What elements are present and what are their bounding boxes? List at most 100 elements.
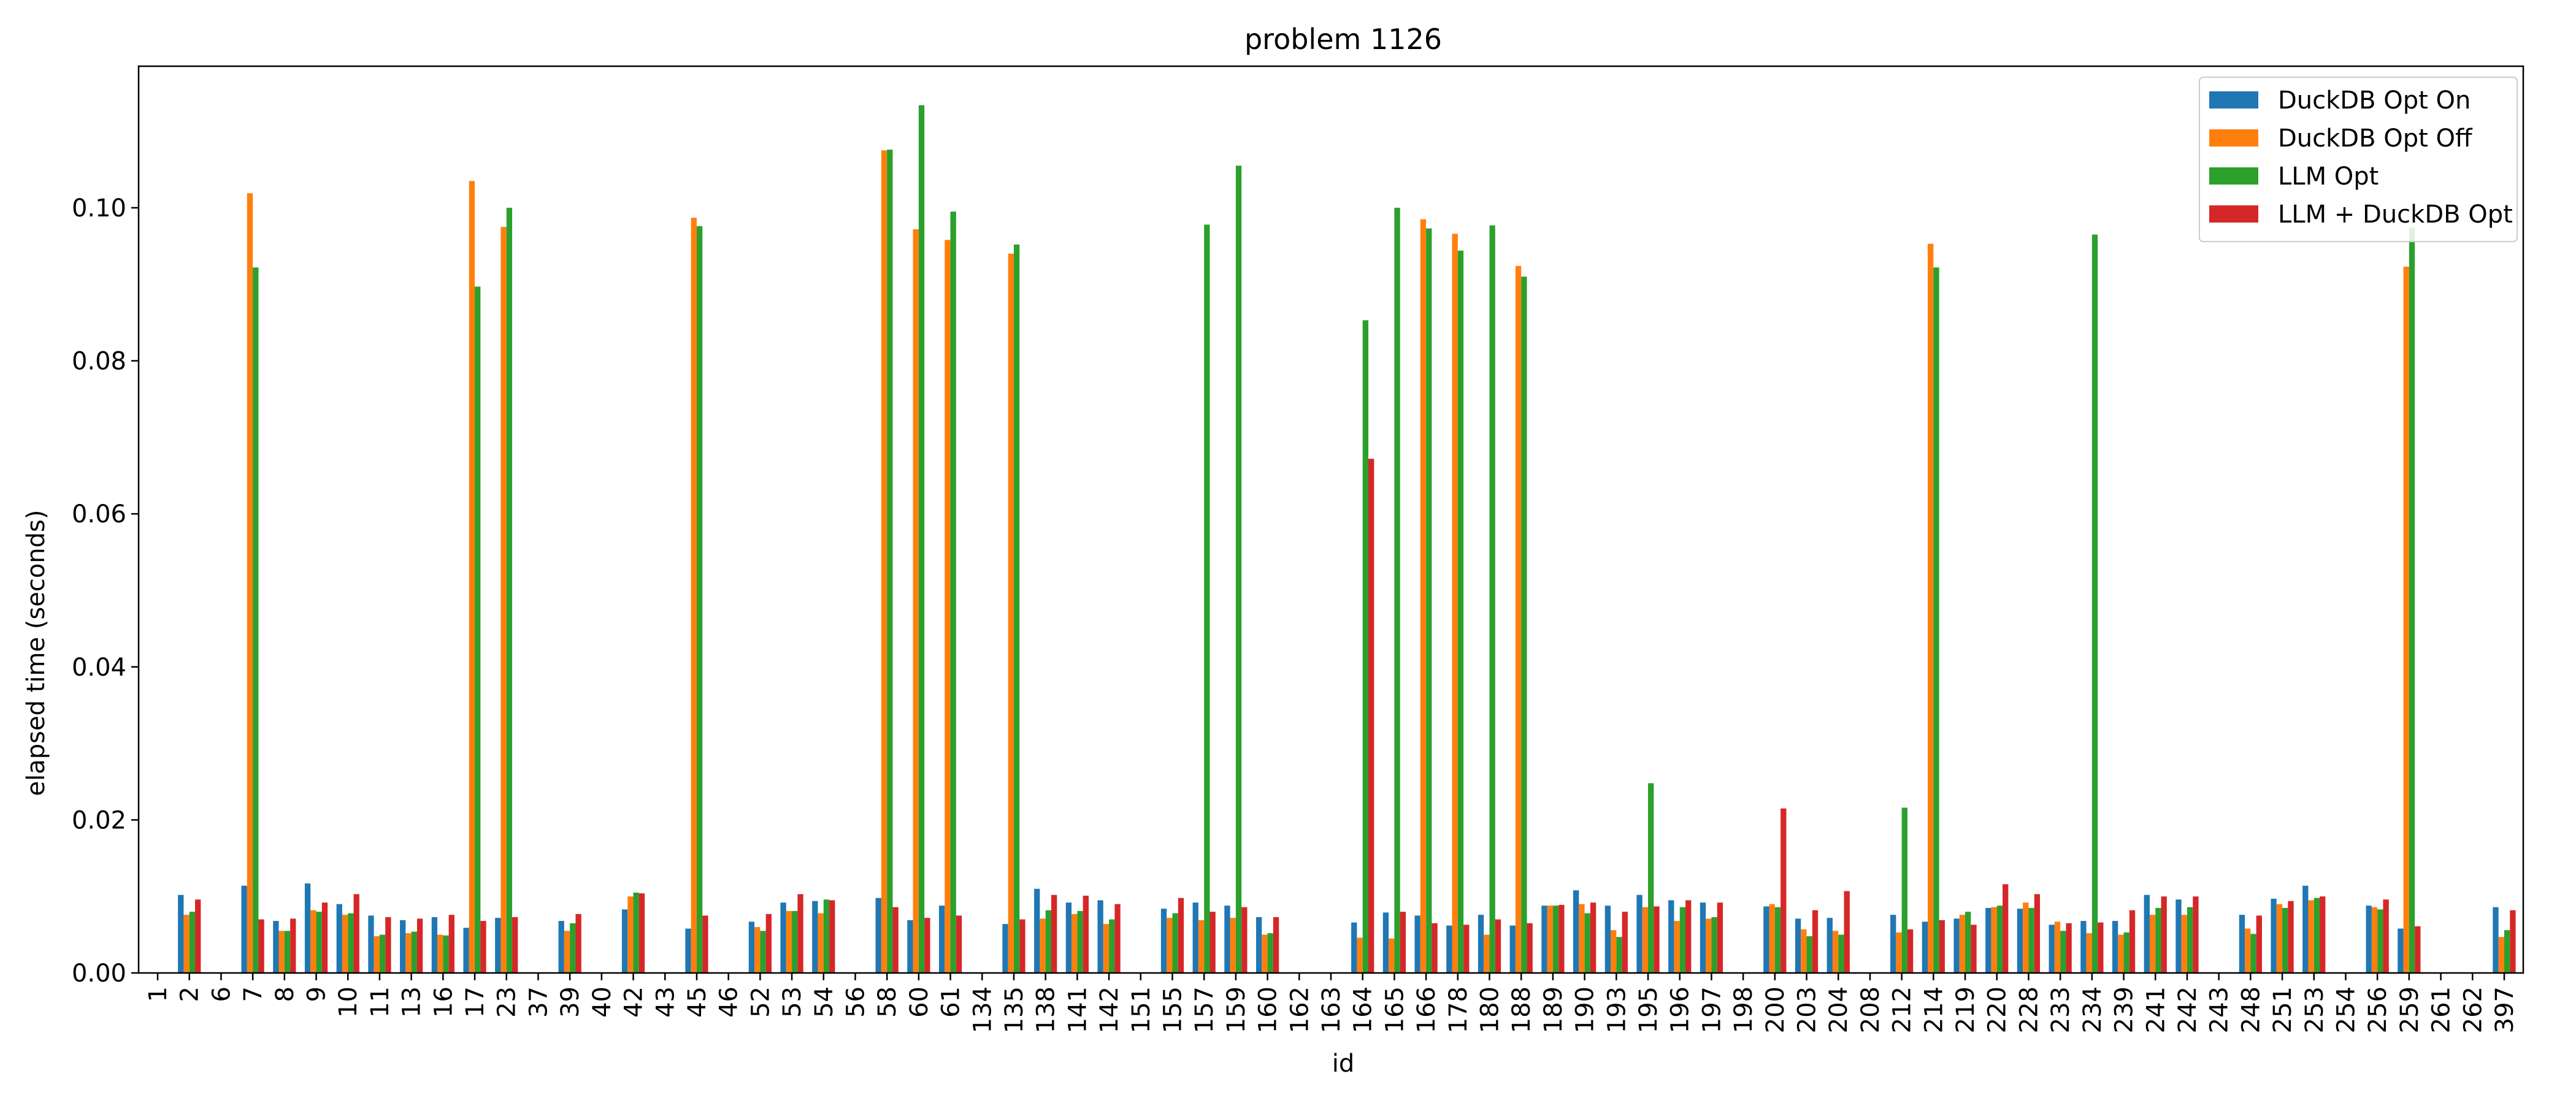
bar-3-42 bbox=[633, 892, 639, 973]
bar-4-13 bbox=[416, 918, 423, 973]
bar-3-219 bbox=[1965, 912, 1971, 973]
bar-3-188 bbox=[1521, 276, 1527, 974]
bar-1-189 bbox=[1541, 906, 1547, 973]
bar-1-251 bbox=[2271, 898, 2277, 973]
plot-area: 0.000.020.040.060.080.101 2 6 7 8 9 10 11 13 16 17… bbox=[72, 65, 2524, 1033]
bar-2-2 bbox=[183, 915, 190, 973]
bar-1-397 bbox=[2493, 907, 2499, 973]
legend-label-1: DuckDB Opt On bbox=[2278, 86, 2471, 115]
bar-2-164 bbox=[1357, 937, 1363, 973]
bar-3-220 bbox=[1996, 906, 2003, 973]
y-tick-label: 0.06 bbox=[72, 500, 126, 528]
bar-3-253 bbox=[2313, 898, 2320, 973]
x-tick-label: 234 bbox=[2079, 986, 2107, 1033]
bar-3-2 bbox=[189, 912, 196, 973]
legend-swatch-4 bbox=[2209, 205, 2258, 223]
x-tick-label: 42 bbox=[620, 986, 648, 1018]
bar-1-219 bbox=[1953, 918, 1960, 973]
x-tick-label: 61 bbox=[937, 986, 965, 1018]
bar-2-214 bbox=[1928, 243, 1934, 973]
x-tick-label: 190 bbox=[1571, 986, 1600, 1033]
x-tick-label: 141 bbox=[1064, 986, 1092, 1033]
bar-2-23 bbox=[500, 227, 507, 974]
bar-2-7 bbox=[247, 193, 253, 974]
bar-4-256 bbox=[2383, 899, 2389, 973]
bar-4-11 bbox=[385, 917, 391, 973]
bar-2-189 bbox=[1547, 906, 1553, 973]
x-tick-label: 233 bbox=[2047, 986, 2075, 1033]
bar-2-234 bbox=[2086, 933, 2092, 973]
bar-3-8 bbox=[284, 931, 291, 973]
bar-3-159 bbox=[1235, 166, 1242, 973]
bar-1-54 bbox=[812, 901, 818, 973]
bar-3-242 bbox=[2187, 907, 2193, 973]
bar-3-251 bbox=[2282, 907, 2288, 973]
x-tick-label: 8 bbox=[271, 986, 299, 1002]
bar-2-58 bbox=[881, 150, 887, 973]
x-tick-label: 228 bbox=[2015, 986, 2043, 1033]
x-tick-label: 2 bbox=[176, 986, 204, 1002]
bar-1-214 bbox=[1922, 921, 1928, 973]
bar-1-248 bbox=[2239, 915, 2245, 973]
bar-2-17 bbox=[469, 181, 475, 974]
bar-1-228 bbox=[2017, 909, 2023, 973]
bar-1-39 bbox=[558, 921, 564, 973]
bar-2-61 bbox=[945, 240, 951, 973]
bar-2-193 bbox=[1611, 930, 1617, 973]
bar-3-165 bbox=[1394, 207, 1400, 973]
bar-4-228 bbox=[2034, 894, 2041, 973]
bar-4-142 bbox=[1114, 904, 1121, 973]
x-tick-label: 248 bbox=[2237, 986, 2265, 1033]
x-tick-label: 52 bbox=[746, 986, 775, 1018]
y-tick-label: 0.04 bbox=[72, 654, 126, 682]
x-tick-label: 200 bbox=[1761, 986, 1790, 1033]
bar-3-228 bbox=[2028, 907, 2034, 973]
bar-4-239 bbox=[2129, 910, 2136, 973]
x-tick-label: 157 bbox=[1190, 986, 1219, 1033]
legend-swatch-2 bbox=[2209, 129, 2258, 147]
bar-2-190 bbox=[1579, 904, 1585, 973]
bar-4-189 bbox=[1558, 904, 1565, 973]
bar-4-204 bbox=[1844, 891, 1850, 973]
x-tick-label: 9 bbox=[303, 986, 331, 1002]
bar-1-178 bbox=[1446, 925, 1452, 973]
x-tick-label: 219 bbox=[1952, 986, 1980, 1033]
bar-2-219 bbox=[1959, 915, 1966, 973]
bar-1-7 bbox=[241, 885, 247, 973]
bar-3-52 bbox=[760, 931, 766, 973]
bar-3-180 bbox=[1489, 225, 1495, 973]
bar-2-54 bbox=[818, 913, 824, 973]
x-tick-label: 262 bbox=[2459, 986, 2487, 1033]
bar-4-8 bbox=[290, 918, 296, 973]
x-tick-label: 256 bbox=[2364, 986, 2392, 1033]
bar-1-142 bbox=[1097, 900, 1103, 973]
bar-2-166 bbox=[1420, 219, 1427, 973]
bar-4-135 bbox=[1019, 919, 1025, 973]
bar-1-45 bbox=[685, 928, 691, 973]
x-tick-label: 17 bbox=[461, 986, 489, 1018]
x-tick-label: 134 bbox=[968, 986, 997, 1033]
bar-3-45 bbox=[696, 226, 703, 974]
bar-1-16 bbox=[431, 917, 438, 973]
bar-3-195 bbox=[1648, 783, 1654, 973]
bar-2-165 bbox=[1389, 938, 1395, 973]
bar-3-196 bbox=[1679, 907, 1686, 973]
x-tick-label: 193 bbox=[1603, 986, 1631, 1033]
bar-1-242 bbox=[2175, 899, 2182, 973]
bar-3-200 bbox=[1774, 907, 1781, 973]
bar-4-196 bbox=[1685, 900, 1692, 973]
bar-2-242 bbox=[2181, 915, 2187, 973]
bar-4-188 bbox=[1527, 923, 1533, 973]
bar-4-251 bbox=[2288, 901, 2294, 973]
bar-2-248 bbox=[2245, 928, 2251, 973]
bar-2-42 bbox=[627, 896, 634, 973]
y-axis-label: elapsed time (seconds) bbox=[22, 510, 50, 796]
x-tick-label: 159 bbox=[1222, 986, 1251, 1033]
bar-3-248 bbox=[2250, 934, 2256, 973]
bar-1-2 bbox=[178, 894, 184, 973]
bar-4-178 bbox=[1463, 925, 1470, 973]
bar-2-52 bbox=[754, 927, 761, 973]
x-tick-label: 197 bbox=[1698, 986, 1726, 1033]
bar-4-141 bbox=[1083, 895, 1089, 973]
bar-3-241 bbox=[2155, 907, 2161, 973]
